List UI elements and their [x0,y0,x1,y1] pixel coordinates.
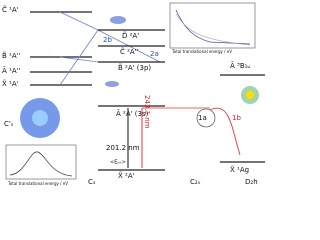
state-label: Ã ²A' (3s) [116,109,149,118]
molecule [110,16,126,24]
state-label: X̃ ¹Ag [230,166,249,174]
state-label: B̃ ²A' (3p) [118,64,151,72]
isomer-label: D₂h [245,178,258,186]
state-label: Ã ³B₁ᵤ [230,61,250,70]
axis-label: Total translational energy / eV [171,49,232,54]
energy-label: <Eᵢₙₜ> [110,160,126,166]
inset-plot [169,2,256,49]
state-label: X̃ ²A' [118,172,135,180]
isomer-label: C₂ᵥ [190,178,201,186]
image [246,91,254,99]
channel-label: 1b [232,114,241,122]
transition-lines [59,11,161,86]
center-levels [98,29,165,171]
wavelength-label: 201.2 nm [106,144,140,152]
molecule [105,81,119,87]
diagram: C̃ ¹A' B̃ ¹A'' Ã ¹A'' X̃ ¹A' D̃ ²A' C̃ ²… [2,2,265,186]
axis-label: Total translational energy / eV [7,181,68,186]
left-levels [30,11,92,86]
state-label: D̃ ²A' [122,32,139,40]
state-label: X̃ ¹A' [2,80,19,88]
isomer-label: Cₛ [88,178,96,186]
state-label: B̃ ¹A'' [2,52,21,60]
state-label: C̃ ²A'' [120,48,139,56]
isomer-label: C'ₛ [4,120,14,128]
image [32,110,48,126]
arrow [209,107,241,156]
channel-label: 2a [150,50,159,58]
wavelength-label: 243.1 nm [143,95,151,129]
channel-label: 1a [198,114,207,122]
inset-plot [5,144,77,180]
marker [196,108,216,128]
state-label: C̃ ¹A' [2,6,19,14]
curve [9,151,73,177]
channel-label: 2b [103,36,112,44]
state-label: Ã ¹A'' [2,66,21,75]
